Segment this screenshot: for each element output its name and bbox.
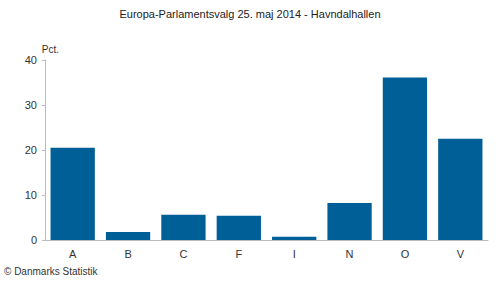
svg-text:© Danmarks Statistik: © Danmarks Statistik bbox=[4, 266, 99, 277]
svg-text:V: V bbox=[457, 248, 465, 260]
svg-text:Pct.: Pct. bbox=[42, 44, 59, 55]
svg-text:40: 40 bbox=[25, 54, 37, 66]
svg-text:O: O bbox=[401, 248, 410, 260]
svg-text:20: 20 bbox=[25, 144, 37, 156]
svg-text:10: 10 bbox=[25, 189, 37, 201]
svg-text:F: F bbox=[235, 248, 242, 260]
svg-text:C: C bbox=[179, 248, 187, 260]
svg-text:30: 30 bbox=[25, 99, 37, 111]
svg-text:0: 0 bbox=[31, 234, 37, 246]
svg-text:B: B bbox=[124, 248, 131, 260]
svg-text:I: I bbox=[293, 248, 296, 260]
svg-text:A: A bbox=[69, 248, 77, 260]
svg-text:Europa-Parlamentsvalg 25. maj: Europa-Parlamentsvalg 25. maj 2014 - Hav… bbox=[119, 8, 380, 20]
svg-text:N: N bbox=[346, 248, 354, 260]
